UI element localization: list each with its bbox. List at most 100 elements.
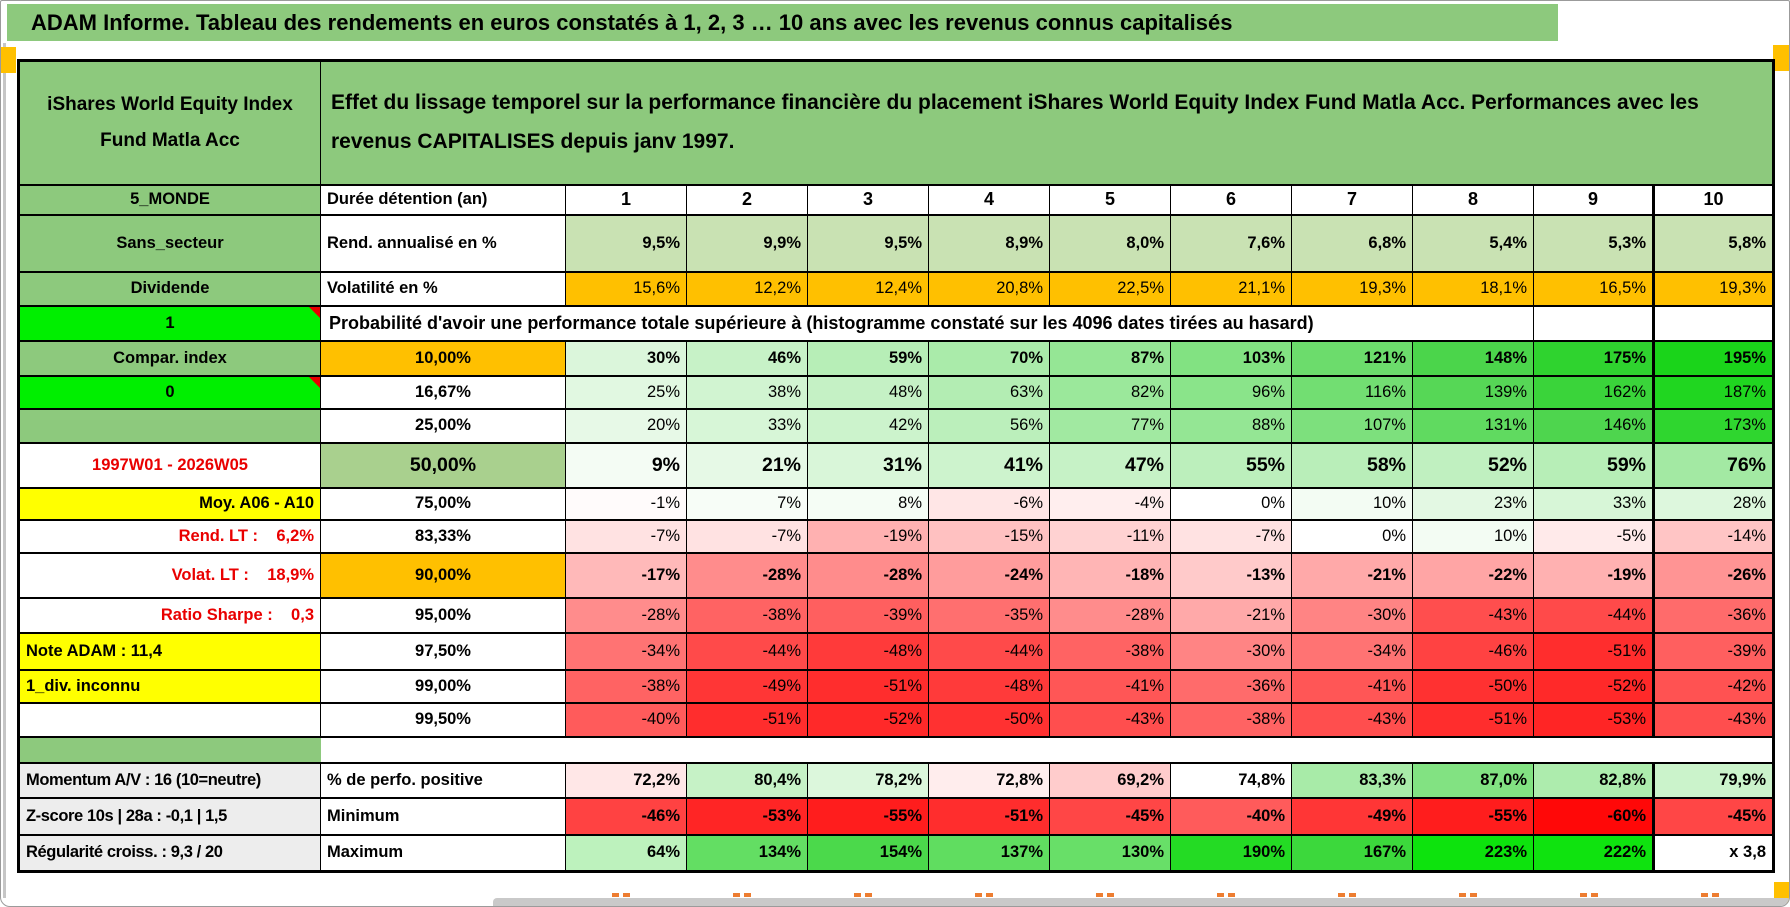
sheet-cell[interactable]: 87%: [1049, 339, 1171, 377]
sheet-cell[interactable]: -34%: [1291, 631, 1413, 671]
sheet-cell[interactable]: -14%: [1652, 518, 1774, 554]
sheet-cell[interactable]: 9,9%: [686, 213, 808, 273]
sheet-cell[interactable]: -4%: [1049, 486, 1171, 521]
sheet-cell[interactable]: 82,8%: [1533, 761, 1654, 799]
sheet-cell[interactable]: -41%: [1049, 668, 1171, 704]
row-header-cell[interactable]: 95,00%: [320, 596, 566, 634]
sheet-cell[interactable]: 107%: [1291, 407, 1413, 444]
sheet-cell[interactable]: -52%: [807, 701, 929, 738]
row-header-cell[interactable]: 99,00%: [320, 668, 566, 704]
sheet-cell[interactable]: 175%: [1533, 339, 1654, 377]
sheet-cell[interactable]: 12,2%: [686, 270, 808, 307]
sheet-cell[interactable]: -34%: [565, 631, 687, 671]
sheet-cell[interactable]: 52%: [1412, 441, 1534, 489]
sheet-cell[interactable]: -51%: [1412, 701, 1534, 738]
sheet-cell[interactable]: 8,0%: [1049, 213, 1171, 273]
sheet-cell[interactable]: 33%: [1533, 486, 1654, 521]
sheet-cell[interactable]: -43%: [1049, 701, 1171, 738]
sheet-cell[interactable]: 12,4%: [807, 270, 929, 307]
sheet-cell[interactable]: 41%: [928, 441, 1050, 489]
sheet-cell[interactable]: 4: [928, 183, 1050, 216]
sheet-cell[interactable]: -30%: [1170, 631, 1292, 671]
sheet-cell[interactable]: -11%: [1049, 518, 1171, 554]
sheet-cell[interactable]: 148%: [1412, 339, 1534, 377]
sheet-cell[interactable]: 195%: [1652, 339, 1774, 377]
row-label-cell[interactable]: Compar. index: [18, 339, 321, 377]
sheet-cell[interactable]: -19%: [1533, 551, 1654, 599]
sheet-description-cell[interactable]: Effet du lissage temporel sur la perform…: [320, 59, 1774, 186]
sheet-cell[interactable]: 77%: [1049, 407, 1171, 444]
sheet-cell[interactable]: 8,9%: [928, 213, 1050, 273]
sheet-cell[interactable]: -22%: [1412, 551, 1534, 599]
sheet-cell[interactable]: -44%: [928, 631, 1050, 671]
sheet-cell[interactable]: -51%: [1533, 631, 1654, 671]
sheet-cell[interactable]: -15%: [928, 518, 1050, 554]
row-label-cell[interactable]: 0: [18, 374, 321, 410]
sheet-cell[interactable]: 46%: [686, 339, 808, 377]
sheet-cell[interactable]: 3: [807, 183, 929, 216]
sheet-cell[interactable]: 1: [565, 183, 687, 216]
sheet-cell[interactable]: 167%: [1291, 833, 1413, 873]
sheet-cell[interactable]: -53%: [1533, 701, 1654, 738]
sheet-cell[interactable]: -43%: [1652, 701, 1774, 738]
sheet-cell[interactable]: 137%: [928, 833, 1050, 873]
sheet-cell[interactable]: -53%: [686, 796, 808, 836]
sheet-cell[interactable]: 5,4%: [1412, 213, 1534, 273]
sheet-cell[interactable]: x 3,8: [1652, 833, 1774, 873]
sheet-cell[interactable]: -13%: [1170, 551, 1292, 599]
row-header-cell[interactable]: 97,50%: [320, 631, 566, 671]
sheet-cell[interactable]: -55%: [1412, 796, 1534, 836]
sheet-cell[interactable]: 80,4%: [686, 761, 808, 799]
sheet-cell[interactable]: 5,3%: [1533, 213, 1654, 273]
sheet-cell[interactable]: -36%: [1652, 596, 1774, 634]
sheet-cell[interactable]: -38%: [1170, 701, 1292, 738]
sheet-cell[interactable]: 15,6%: [565, 270, 687, 307]
row-label-cell[interactable]: 5_MONDE: [18, 183, 321, 216]
sheet-cell[interactable]: 69,2%: [1049, 761, 1171, 799]
sheet-cell[interactable]: 87,0%: [1412, 761, 1534, 799]
sheet-cell[interactable]: -51%: [807, 668, 929, 704]
row-header-cell[interactable]: 90,00%: [320, 551, 566, 599]
sheet-cell[interactable]: 20%: [565, 407, 687, 444]
sheet-cell[interactable]: -55%: [807, 796, 929, 836]
sheet-cell[interactable]: -38%: [565, 668, 687, 704]
sheet-cell[interactable]: 10: [1652, 183, 1774, 216]
row-header-cell[interactable]: Maximum: [320, 833, 566, 873]
sheet-cell[interactable]: 19,3%: [1652, 270, 1774, 307]
sheet-cell[interactable]: -48%: [807, 631, 929, 671]
sheet-cell[interactable]: 96%: [1170, 374, 1292, 410]
sheet-cell[interactable]: 21%: [686, 441, 808, 489]
sheet-cell[interactable]: -1%: [565, 486, 687, 521]
row-header-cell[interactable]: 83,33%: [320, 518, 566, 554]
row-label-cell[interactable]: 1: [18, 304, 321, 342]
sheet-cell[interactable]: 20,8%: [928, 270, 1050, 307]
sheet-cell[interactable]: 9,5%: [807, 213, 929, 273]
sheet-cell[interactable]: -38%: [1049, 631, 1171, 671]
sheet-cell[interactable]: -43%: [1412, 596, 1534, 634]
sheet-cell[interactable]: 31%: [807, 441, 929, 489]
sheet-cell[interactable]: -52%: [1533, 668, 1654, 704]
sheet-cell[interactable]: -21%: [1291, 551, 1413, 599]
sheet-cell[interactable]: -48%: [928, 668, 1050, 704]
sheet-cell[interactable]: -7%: [1170, 518, 1292, 554]
sheet-cell[interactable]: 131%: [1412, 407, 1534, 444]
sheet-cell[interactable]: -44%: [1533, 596, 1654, 634]
row-header-cell[interactable]: % de perfo. positive: [320, 761, 566, 799]
sheet-cell[interactable]: -24%: [928, 551, 1050, 599]
row-header-cell[interactable]: 75,00%: [320, 486, 566, 521]
sheet-cell[interactable]: -28%: [1049, 596, 1171, 634]
sheet-cell[interactable]: -45%: [1049, 796, 1171, 836]
sheet-cell[interactable]: -51%: [686, 701, 808, 738]
sheet-cell[interactable]: 6: [1170, 183, 1292, 216]
sheet-cell[interactable]: 223%: [1412, 833, 1534, 873]
sheet-cell[interactable]: -19%: [807, 518, 929, 554]
sheet-cell[interactable]: 8: [1412, 183, 1534, 216]
sheet-cell[interactable]: 9: [1533, 183, 1654, 216]
sheet-title-cell[interactable]: ADAM Informe. Tableau des rendements en …: [7, 4, 1558, 41]
sheet-cell[interactable]: 173%: [1652, 407, 1774, 444]
sheet-cell[interactable]: 70%: [928, 339, 1050, 377]
sheet-cell[interactable]: 2: [686, 183, 808, 216]
sheet-cell[interactable]: -50%: [928, 701, 1050, 738]
sheet-cell[interactable]: -26%: [1652, 551, 1774, 599]
sheet-cell[interactable]: -50%: [1412, 668, 1534, 704]
